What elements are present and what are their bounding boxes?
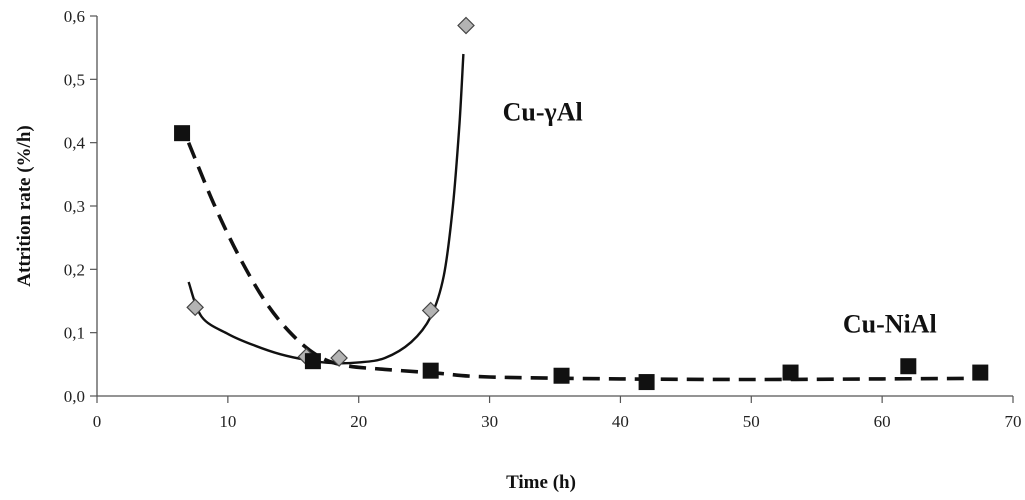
trend-lines (186, 53, 987, 382)
cu-nial-point (972, 364, 989, 381)
cu-gamma-al-point (457, 16, 475, 35)
x-tick-label: 70 (1005, 412, 1022, 431)
y-tick-label: 0,4 (64, 134, 86, 153)
y-axis-ticks: 0,0 0,1 0,2 0,3 0,4 0,5 0,6 (64, 7, 97, 406)
cu-nial-point (174, 125, 191, 142)
cu-gamma-al-label: Cu-γAl (503, 98, 583, 127)
cu-nial-point (422, 362, 439, 379)
cu-nial-trend-line (186, 142, 987, 382)
y-tick-label: 0,5 (64, 70, 85, 89)
y-tick-label: 0,6 (64, 7, 85, 26)
x-axis-ticks: 0 10 20 30 40 50 60 70 (93, 396, 1022, 431)
y-axis-title: Attrition rate (%/h) (14, 125, 35, 286)
cu-gamma-al-point (330, 349, 348, 367)
cu-nial-point (900, 358, 917, 375)
cu-nial-label: Cu-NiAl (843, 310, 937, 339)
x-tick-label: 30 (481, 412, 498, 431)
cu-nial-point (782, 364, 799, 381)
cu-gamma-al-point (186, 298, 204, 317)
y-tick-label: 0,0 (64, 387, 85, 406)
cu-nial-point (553, 367, 570, 384)
y-tick-label: 0,3 (64, 197, 85, 216)
cu-gamma-al-trend-line (187, 53, 465, 365)
x-tick-label: 20 (350, 412, 367, 431)
x-tick-label: 10 (219, 412, 236, 431)
data-markers (174, 16, 989, 391)
x-tick-label: 40 (612, 412, 629, 431)
axes (96, 16, 1013, 397)
cu-nial-point (304, 353, 321, 370)
y-tick-label: 0,2 (64, 260, 85, 279)
x-tick-label: 50 (743, 412, 760, 431)
series-annotations: Cu-γAl Cu-NiAl (503, 98, 937, 339)
x-tick-label: 60 (874, 412, 891, 431)
cu-gamma-al-point (421, 301, 440, 320)
x-axis-title: Time (h) (506, 472, 576, 493)
x-tick-label: 0 (93, 412, 102, 431)
y-tick-label: 0,1 (64, 324, 85, 343)
cu-nial-point (638, 374, 655, 391)
